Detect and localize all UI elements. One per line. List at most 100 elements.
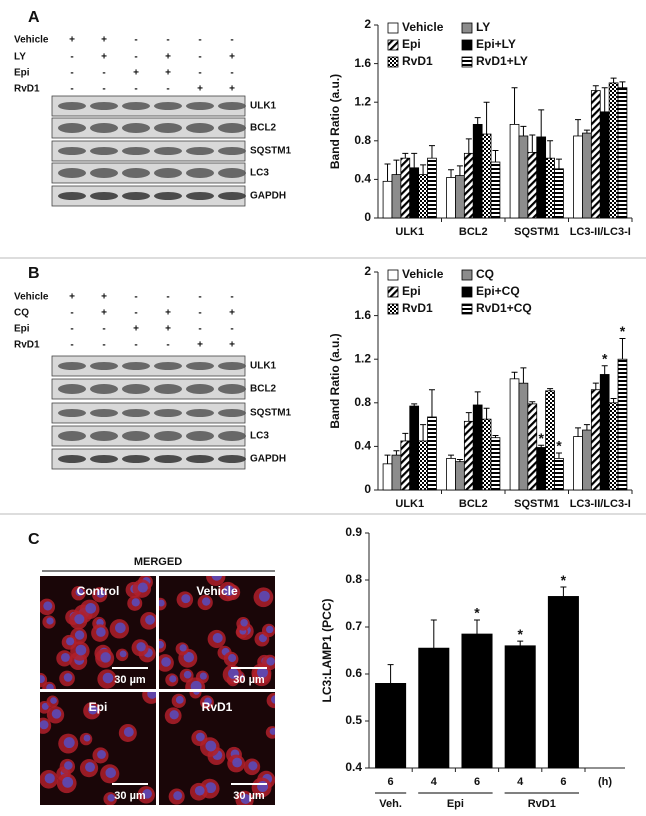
- blot-band: [154, 431, 182, 441]
- error-bar: [517, 640, 524, 646]
- nucleus: [212, 632, 223, 643]
- nucleus: [266, 657, 275, 666]
- condition-sign: -: [134, 84, 137, 95]
- error-bar: [474, 619, 480, 635]
- condition-sign: +: [165, 324, 171, 335]
- error-bar: [492, 149, 499, 163]
- error-bar: [547, 388, 554, 391]
- bar: [504, 645, 536, 769]
- nucleus: [105, 767, 116, 779]
- nucleus: [159, 599, 165, 607]
- condition-sign: -: [70, 84, 73, 95]
- condition-sign: -: [102, 324, 105, 335]
- blot-band: [154, 147, 182, 155]
- nucleus: [205, 740, 217, 752]
- bar: [409, 405, 420, 491]
- legend-swatch: [387, 56, 399, 68]
- nucleus: [205, 782, 217, 794]
- bar: [463, 152, 474, 219]
- error-bar: [448, 169, 455, 178]
- condition-sign: -: [70, 324, 73, 335]
- significance-mark: *: [517, 626, 523, 642]
- y-tick-label: 0.5: [345, 713, 362, 727]
- nucleus: [85, 762, 96, 773]
- error-bar: [575, 427, 582, 437]
- blot-band: [186, 431, 214, 441]
- group-label: Epi: [447, 798, 464, 810]
- nucleus: [265, 625, 274, 634]
- blot-band: [154, 384, 182, 394]
- bar: [547, 596, 579, 769]
- error-bar: [560, 586, 567, 597]
- blot-band: [186, 123, 214, 133]
- blot-band: [218, 147, 246, 155]
- y-tick-label: 0.8: [354, 133, 371, 147]
- condition-sign: +: [69, 35, 75, 46]
- legend-label: RvD1+LY: [476, 54, 528, 68]
- nucleus: [161, 657, 171, 667]
- condition-sign: +: [229, 340, 235, 351]
- tile-label: Vehicle: [196, 584, 238, 598]
- nucleus: [102, 672, 114, 684]
- nucleus: [123, 727, 134, 737]
- error-bar: [520, 125, 527, 136]
- legend-label: RvD1: [402, 301, 433, 315]
- y-tick-label: 2: [364, 264, 371, 278]
- error-bar: [402, 432, 409, 441]
- nucleus: [240, 793, 251, 804]
- nucleus: [46, 683, 54, 689]
- nucleus: [96, 627, 106, 637]
- blot-band: [218, 362, 246, 370]
- error-bar: [448, 454, 455, 459]
- legend-swatch: [461, 39, 473, 51]
- error-bar: [492, 435, 499, 438]
- blot-band: [90, 123, 118, 133]
- error-bar: [555, 158, 562, 169]
- condition-label: Epi: [14, 324, 30, 335]
- tile-label: Control: [77, 584, 120, 598]
- micrograph: [159, 576, 275, 689]
- blot-band: [122, 409, 150, 417]
- blot-band: [186, 409, 214, 417]
- scale-bar-label: 30 µm: [233, 790, 265, 802]
- band-label: LC3: [250, 168, 269, 179]
- bar: [427, 157, 437, 219]
- nucleus: [169, 710, 179, 720]
- legend-label: Vehicle: [402, 20, 444, 34]
- legend-label: RvD1+CQ: [476, 301, 532, 315]
- nucleus: [63, 737, 75, 749]
- bar: [554, 457, 564, 491]
- nucleus: [193, 692, 200, 695]
- error-bar: [465, 138, 472, 154]
- bar: [608, 402, 619, 491]
- error-bar: [583, 129, 590, 134]
- blot-band: [186, 147, 214, 155]
- condition-sign: -: [230, 68, 233, 79]
- blot-band: [186, 384, 214, 394]
- y-tick-label: 0.8: [345, 572, 362, 586]
- nucleus: [41, 702, 49, 710]
- nucleus: [97, 750, 106, 759]
- error-bar: [393, 450, 400, 456]
- y-tick-label: 0: [364, 210, 371, 224]
- y-tick-label: 1.2: [354, 94, 371, 108]
- condition-sign: -: [198, 68, 201, 79]
- blot-band: [90, 431, 118, 441]
- blot-band: [218, 123, 246, 133]
- nucleus: [74, 630, 85, 640]
- bar: [518, 135, 529, 219]
- band-label: LC3: [250, 431, 269, 442]
- blot-band: [122, 168, 150, 178]
- legend-swatch: [461, 303, 473, 315]
- blot-band: [58, 384, 86, 394]
- condition-sign: -: [198, 308, 201, 319]
- nucleus: [60, 652, 70, 662]
- nucleus: [66, 637, 75, 646]
- bar: [472, 123, 483, 219]
- error-bar: [428, 145, 435, 159]
- cells: [164, 692, 275, 805]
- blot-band: [90, 455, 118, 463]
- blot-band: [186, 455, 214, 463]
- error-bar: [511, 87, 518, 125]
- error-bar: [619, 81, 626, 88]
